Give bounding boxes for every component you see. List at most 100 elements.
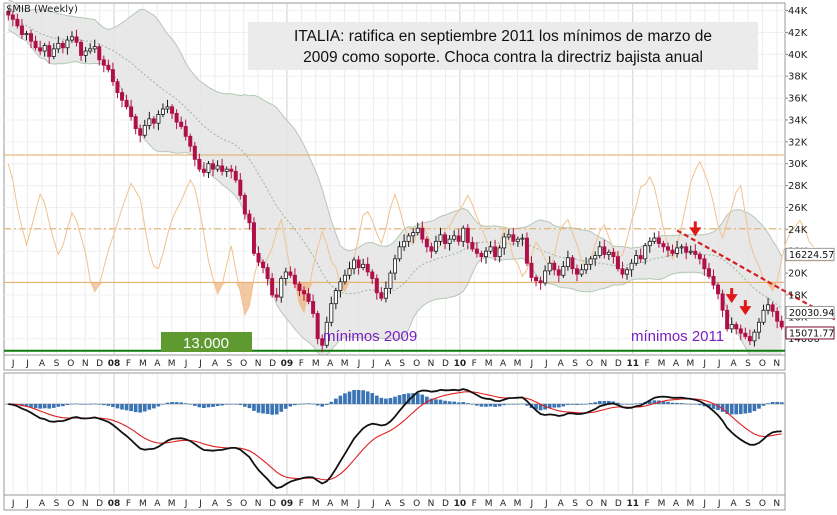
month-tick-label: A <box>500 499 507 509</box>
candle-body <box>602 246 607 255</box>
candle-body <box>406 235 411 242</box>
macd-histogram-bar <box>420 394 425 404</box>
macd-histogram-bar <box>220 404 224 406</box>
indicator-line <box>7 160 814 317</box>
macd-histogram-bar <box>447 401 452 404</box>
candle-body <box>461 227 466 242</box>
macd-histogram-bar <box>652 400 657 404</box>
candle <box>684 242 689 260</box>
month-tick-label: F <box>472 499 477 509</box>
candle <box>83 46 88 63</box>
macd-histogram-bar <box>111 404 115 408</box>
candle-body <box>693 250 698 255</box>
candle <box>443 232 448 250</box>
macd-histogram-bar <box>256 404 261 413</box>
candle-body <box>547 262 552 272</box>
month-tick-label: J <box>184 359 188 369</box>
month-tick-label: M <box>485 499 493 509</box>
macd-histogram-bar <box>106 404 111 406</box>
month-tick-label: D <box>615 359 622 369</box>
candle <box>160 103 165 118</box>
candle-body <box>279 278 284 298</box>
candle <box>142 119 147 138</box>
candle-body <box>725 309 730 330</box>
macd-histogram-bar <box>516 403 520 405</box>
month-tick-label: A <box>212 499 219 509</box>
candle-body <box>229 168 234 172</box>
month-tick-label: M <box>168 499 176 509</box>
candle-body <box>670 249 675 254</box>
macd-histogram-bar <box>534 404 538 410</box>
x-axis-months-bottom: J J A S O N D 08 F M A M J J A S O N D 09 F M A M J J A S O N D 10 F M A M J… <box>11 499 780 509</box>
candle <box>479 250 484 263</box>
macd-histogram-bar <box>575 404 579 405</box>
macd-histogram-bar <box>729 404 734 415</box>
candle <box>147 111 152 130</box>
candle-body <box>97 46 102 61</box>
macd-histogram-bar <box>425 396 429 404</box>
month-tick-label: A <box>500 359 507 369</box>
indicator-dip-fill <box>244 282 250 315</box>
macd-histogram-bar <box>698 404 702 406</box>
month-tick-label: A <box>327 359 334 369</box>
candle-body <box>443 234 448 244</box>
right-value-text: 15071.77 <box>789 328 834 339</box>
macd-histogram-bar <box>688 404 693 405</box>
macd-histogram-bar <box>356 390 361 404</box>
candle-body <box>110 69 115 83</box>
candle <box>215 160 220 172</box>
macd-histogram-bar <box>370 393 375 404</box>
month-tick-label: 10 <box>454 359 467 369</box>
macd-histogram-bar <box>206 404 211 408</box>
candle <box>665 242 670 258</box>
candle-body <box>579 269 584 275</box>
candle <box>752 329 757 347</box>
macd-histogram-bar <box>779 402 784 404</box>
month-tick-label: J <box>357 359 361 369</box>
macd-histogram-bar <box>288 404 293 407</box>
candle <box>424 236 429 253</box>
candle <box>338 277 343 298</box>
arrow <box>739 300 752 316</box>
candle-body <box>356 259 361 268</box>
month-tick-label: J <box>544 499 548 509</box>
month-tick-label: F <box>299 499 304 509</box>
macd-histogram-bar <box>334 398 338 404</box>
candle <box>170 104 175 119</box>
month-tick-label: J <box>530 499 534 509</box>
macd-histogram-bar <box>388 398 393 404</box>
month-tick-label: D <box>96 499 103 509</box>
candle <box>315 310 320 345</box>
macd-histogram-bar <box>638 403 643 404</box>
indicator-dip-fill <box>99 282 104 286</box>
month-tick-label: A <box>385 499 392 509</box>
month-tick-label: D <box>269 499 276 509</box>
candle-body <box>588 258 593 265</box>
candle <box>197 153 202 172</box>
candle <box>675 240 680 258</box>
macd-histogram-bar <box>247 404 252 409</box>
macd-histogram-bar <box>520 403 525 405</box>
month-tick-label: 10 <box>454 499 467 509</box>
month-tick-label: M <box>341 359 349 369</box>
support-level-label: 13.000 <box>183 335 229 352</box>
y-tick-label: 38K <box>788 72 808 83</box>
macd-histogram-bar <box>233 404 238 405</box>
candle <box>397 241 402 262</box>
month-tick-label: O <box>67 499 74 509</box>
macd-histogram-bar <box>675 402 679 404</box>
annotation-minimos-2011: mínimos 2011 <box>631 328 724 345</box>
candle-body <box>570 257 575 270</box>
candle-body <box>775 310 780 322</box>
indicator-dip-fill <box>772 282 778 291</box>
macd-histogram-bar <box>42 404 47 409</box>
candle-body <box>247 213 252 224</box>
month-tick-label: M <box>514 499 522 509</box>
candle <box>138 124 143 143</box>
candle-body <box>238 179 243 196</box>
macd-histogram-bar <box>766 403 770 404</box>
month-tick-label: M <box>312 499 320 509</box>
candle <box>474 242 479 258</box>
right-value-box <box>785 305 835 319</box>
macd-histogram-bar <box>74 403 79 405</box>
